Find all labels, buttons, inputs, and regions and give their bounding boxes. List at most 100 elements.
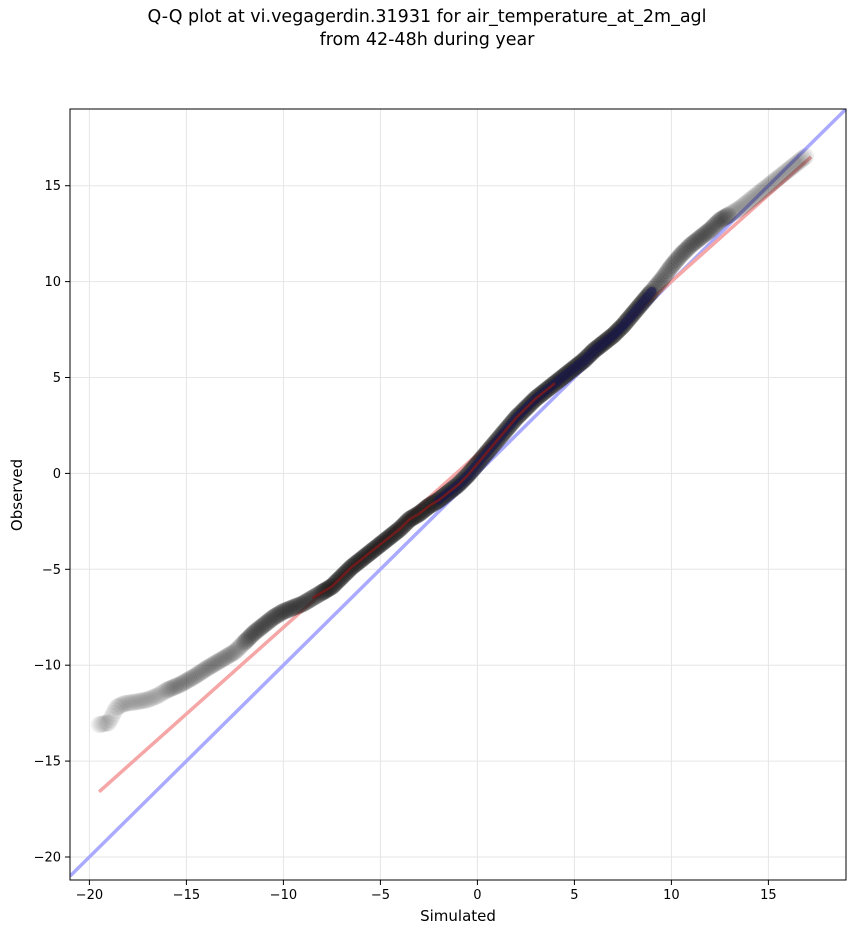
quantile-point	[767, 170, 785, 188]
plot-frame	[69, 108, 847, 881]
quantile-point	[713, 210, 731, 228]
quantile-point	[776, 164, 794, 182]
quantile-point	[743, 190, 761, 207]
quantile-point	[273, 603, 291, 621]
quantile-point	[250, 620, 268, 638]
quantile-point	[142, 689, 160, 707]
quantile-point	[127, 693, 145, 711]
quantile-point	[790, 152, 808, 170]
quantile-point	[252, 618, 270, 636]
quantile-point	[732, 198, 750, 216]
quantile-point	[103, 708, 121, 726]
quantile-point	[287, 597, 305, 615]
quantile-point	[729, 201, 747, 219]
quantile-point	[187, 667, 205, 685]
quantile-point	[150, 686, 168, 704]
quantile-point	[738, 193, 756, 211]
quantile-point	[777, 163, 795, 181]
quantile-point	[672, 246, 690, 264]
quantile-point	[700, 222, 718, 240]
x-tick-label: 0	[473, 888, 481, 903]
quantile-point	[140, 690, 158, 708]
quantile-point	[203, 656, 221, 674]
quantile-point	[291, 596, 309, 614]
quantile-point	[717, 207, 735, 225]
quantile-point	[759, 177, 777, 195]
quantile-point	[740, 192, 758, 210]
quantile-point	[195, 661, 213, 679]
quantile-point	[300, 591, 318, 609]
quantile-point	[758, 178, 776, 196]
quantile-point	[281, 600, 299, 618]
quantile-point	[724, 204, 742, 222]
quantile-point	[682, 236, 700, 254]
quantile-point	[727, 202, 745, 220]
quantile-point	[163, 679, 181, 697]
quantile-point	[93, 715, 111, 733]
quantile-point	[764, 173, 782, 191]
quantile-point	[92, 715, 110, 733]
quantile-point	[654, 268, 672, 286]
quantile-point	[734, 197, 752, 215]
quantile-point	[274, 602, 292, 620]
quantile-point	[219, 647, 237, 665]
quantile-point	[680, 238, 698, 256]
quantile-point	[651, 273, 669, 291]
quantile-point	[701, 221, 719, 239]
quantile-point	[730, 200, 748, 218]
quantile-point	[232, 636, 250, 654]
grid	[70, 109, 846, 880]
quantile-point	[286, 598, 304, 616]
quantile-point	[666, 253, 684, 271]
quantile-point	[270, 605, 288, 623]
quantile-point	[205, 655, 223, 673]
quantile-point	[249, 621, 267, 639]
quantile-point	[659, 262, 677, 280]
quantile-point	[218, 648, 236, 666]
quantile-point	[261, 611, 279, 629]
y-tick-label: −15	[34, 755, 61, 770]
quantile-point	[299, 592, 317, 610]
quantile-point	[750, 184, 768, 202]
quantile-point	[255, 616, 273, 634]
dense-points-shadow	[434, 286, 657, 505]
quantile-point	[120, 694, 138, 712]
quantile-point	[172, 675, 190, 693]
quantile-point	[294, 595, 312, 613]
quantile-point	[145, 688, 163, 706]
quantile-point	[780, 160, 798, 178]
quantile-point	[182, 670, 200, 688]
quantile-point	[101, 711, 119, 729]
quantile-point	[755, 181, 773, 199]
reference-line	[70, 109, 846, 878]
quantile-point	[662, 257, 680, 275]
quantile-point	[674, 244, 692, 262]
quantile-point	[104, 705, 122, 723]
quantile-point	[295, 594, 313, 612]
quantile-point	[658, 264, 676, 282]
x-tick-label: 5	[570, 888, 578, 903]
quantile-point	[153, 684, 171, 702]
quantile-point	[236, 633, 254, 651]
quantile-point	[683, 235, 701, 253]
quantile-point	[714, 209, 732, 227]
quantile-point	[198, 659, 216, 677]
quantile-point	[787, 155, 805, 173]
quantile-point	[695, 226, 713, 244]
quantile-point	[784, 158, 802, 176]
quantile-point	[160, 680, 178, 698]
axis-ticks: −20 −15 −10 −5 0 5 10 15 −20 −15 −10 −5 0 5 10 15	[34, 179, 777, 903]
quantile-point	[266, 607, 284, 625]
quantile-point	[200, 658, 218, 676]
quantile-point	[761, 175, 779, 193]
quantile-point	[735, 196, 753, 214]
y-tick-label: 10	[44, 275, 61, 290]
quantile-point	[215, 649, 233, 667]
quantile-point	[178, 672, 196, 690]
quantile-point	[704, 218, 722, 236]
quantile-point	[161, 680, 179, 698]
quantile-point	[132, 692, 150, 710]
x-tick-label: −15	[173, 888, 200, 903]
quantile-point	[302, 590, 320, 608]
quantile-point	[148, 687, 166, 705]
